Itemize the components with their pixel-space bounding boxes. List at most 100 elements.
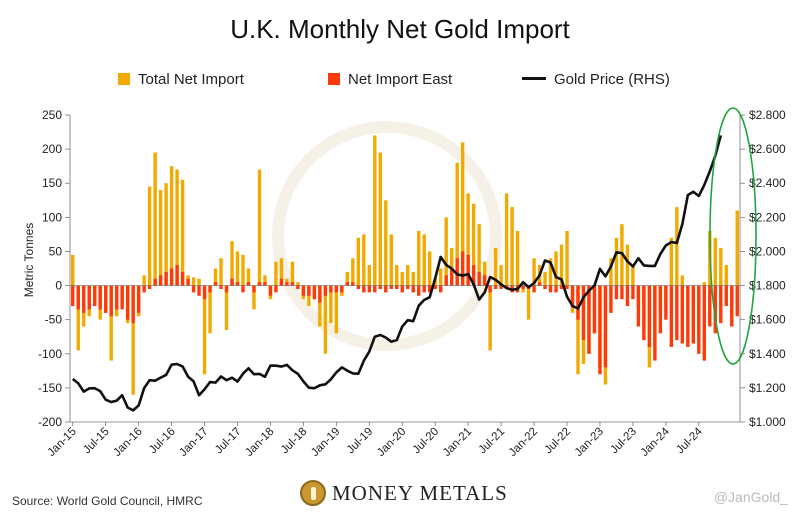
bar-net-import-east [219,285,223,289]
left-axis-ticks: 250 200 150 100 50 0 -50 -100 -150 -200 [38,108,70,429]
bar-net-import-east [428,285,432,293]
bar-net-import-east [548,285,553,293]
bar-total-net-import [279,258,284,286]
bar-total-net-import [515,230,520,286]
bar-total-net-import [466,193,470,286]
gold-price-line [71,135,723,412]
bar-net-import-east [208,285,212,293]
bar-total-net-import [224,285,229,330]
bar-total-net-import [274,261,278,286]
bar-total-net-import [543,271,547,286]
bar-total-net-import [71,254,75,286]
bar-net-import-east [460,251,465,286]
bar-net-import-east [680,285,685,344]
left-tick-label: -200 [38,415,62,429]
bar-total-net-import [554,251,558,286]
bar-total-net-import [131,285,135,395]
bar-net-import-east [175,265,179,286]
bar-net-import-east [268,285,273,296]
bar-total-net-import [219,258,223,286]
bar-total-net-import [526,285,531,320]
bar-net-import-east [565,285,569,289]
bar-total-net-import [504,193,509,286]
left-tick-label: -150 [38,381,62,395]
bar-net-import-east [257,282,262,286]
bar-total-net-import [438,268,443,286]
bar-net-import-east [471,265,476,286]
bar-net-import-east [164,271,168,286]
bar-total-net-import [675,207,679,286]
bar-total-net-import [153,152,157,286]
bar-net-import-east [587,285,591,354]
bar-total-net-import [384,200,388,286]
bar-total-net-import [719,248,723,286]
bar-total-net-import [208,285,212,334]
bar-total-net-import [411,271,415,286]
bar-total-net-import [395,265,399,286]
bar-total-net-import [499,265,503,286]
bar-net-import-east [120,285,124,310]
bar-total-net-import [235,251,240,286]
bar-net-import-east [642,285,646,341]
bar-net-import-east [713,285,717,334]
bar-net-import-east [493,285,498,289]
bar-total-net-import [197,278,201,286]
bar-net-import-east [592,285,597,334]
left-tick-label: 150 [42,176,62,190]
bar-total-net-import [367,265,371,286]
legend: Total Net Import Net Import East Gold Pr… [0,71,800,93]
bar-net-import-east [114,285,119,310]
bar-total-net-import [334,285,339,334]
bar-net-import-east [384,285,388,293]
x-tick-label: Jul-21 [477,426,508,457]
left-tick-label: 250 [42,108,62,122]
x-tick-label: Jul-19 [345,426,376,457]
legend-swatch-net-import-east [328,73,340,85]
bar-total-net-import [471,203,476,286]
bar-total-net-import [373,135,377,286]
left-tick-label: 200 [42,142,62,156]
bar-net-import-east [136,285,141,313]
bar-total-net-import [614,237,619,286]
bar-net-import-east [180,271,185,286]
bar-net-import-east [724,285,728,307]
bar-total-net-import [713,237,717,286]
bar-net-import-east [197,285,201,296]
legend-item-total-net-import: Total Net Import [118,71,244,88]
legend-swatch-total-net-import [118,73,130,85]
bar-net-import-east [318,285,322,303]
x-tick-label: Jan-17 [177,426,210,459]
bar-net-import-east [279,278,284,286]
x-tick-label: Jul-17 [213,426,244,457]
bar-net-import-east [482,275,487,286]
bar-net-import-east [329,285,333,293]
left-tick-label: 0 [55,279,62,293]
bar-net-import-east [158,275,163,286]
bar-net-import-east [373,285,377,293]
bar-net-import-east [625,285,630,307]
bar-total-net-import [548,258,553,286]
right-tick-label: $1.000 [749,415,786,429]
x-tick-label: Jan-15 [46,426,79,459]
bar-total-net-import [444,217,448,286]
x-tick-label: Jan-23 [573,426,606,459]
x-tick-label: Jul-15 [81,426,112,457]
bar-net-import-east [631,285,635,300]
bar-total-net-import [252,285,256,310]
bar-net-import-east [422,285,426,293]
bar-total-net-import [493,248,498,286]
bar-net-import-east [98,285,102,310]
bar-net-import-east [356,285,361,289]
bar-net-import-east [730,285,734,327]
right-tick-label: $2.000 [749,244,786,258]
bar-net-import-east [71,285,75,307]
bar-total-net-import [378,152,382,286]
chart-title: U.K. Monthly Net Gold Import [230,14,570,44]
bar-total-net-import [482,261,487,286]
bar-net-import-east [576,285,580,320]
bar-net-import-east [702,285,706,361]
bar-net-import-east [708,285,712,327]
x-tick-label: Jul-18 [279,426,310,457]
bar-total-net-import [400,271,404,286]
x-tick-label: Jul-23 [608,426,639,457]
